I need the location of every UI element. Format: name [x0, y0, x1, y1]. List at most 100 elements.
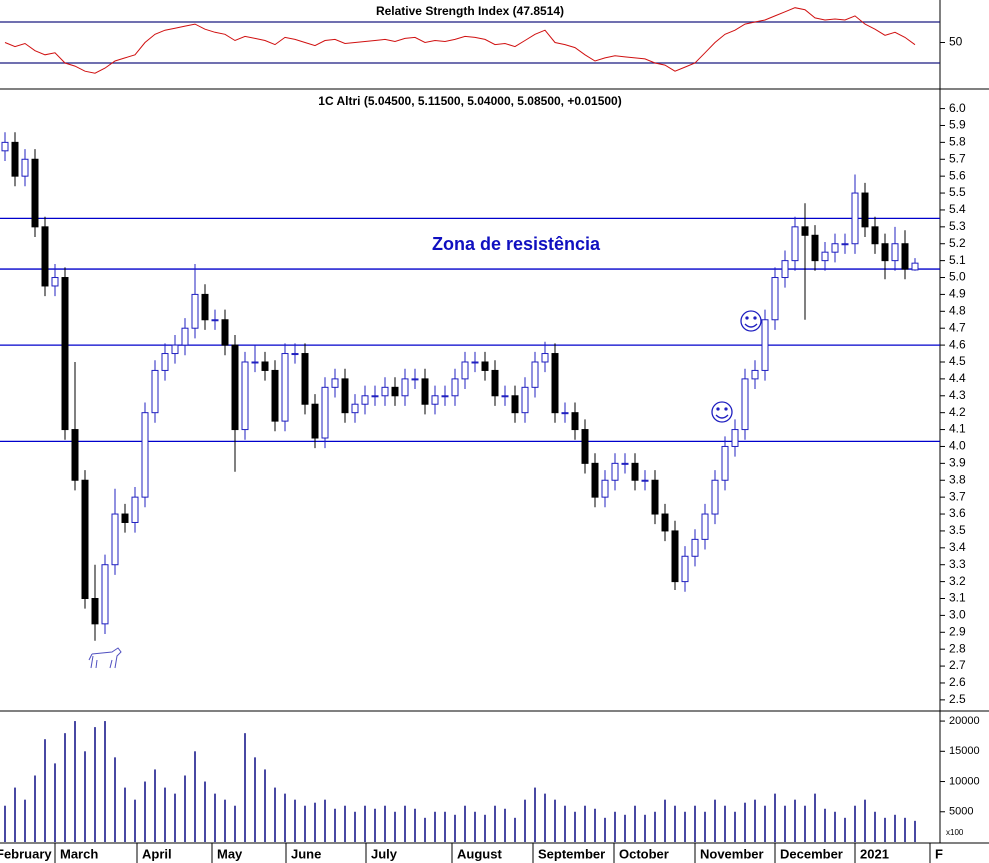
- y-tick-label: 4.3: [949, 388, 966, 402]
- candle-body: [701, 513, 709, 540]
- candle-body: [181, 327, 189, 346]
- smiley: [711, 401, 733, 423]
- y-tick-label: 3.7: [949, 489, 966, 503]
- candle-body: [501, 395, 509, 398]
- candle-body: [301, 353, 309, 405]
- candle-body: [41, 226, 49, 287]
- candle-body: [471, 361, 479, 364]
- y-tick-label: 2.6: [949, 675, 966, 689]
- candle-body: [911, 262, 919, 271]
- candle-body: [441, 395, 449, 398]
- candle-body: [851, 192, 859, 245]
- y-tick-label: 4.5: [949, 354, 966, 368]
- candle-body: [291, 353, 299, 356]
- candle-body: [31, 158, 39, 228]
- candle-body: [491, 369, 499, 397]
- y-tick-label: 5.7: [949, 151, 966, 165]
- y-tick-label: 3.3: [949, 557, 966, 571]
- candle-body: [461, 361, 469, 380]
- candle-body: [411, 378, 419, 381]
- candle-body: [11, 141, 19, 177]
- y-tick-label: 5.9: [949, 118, 966, 132]
- candle-body: [81, 479, 89, 600]
- candle-body: [191, 293, 199, 329]
- candle-body: [521, 386, 529, 414]
- candle-body: [671, 530, 679, 583]
- candle-body: [721, 445, 729, 481]
- candle-body: [311, 403, 319, 439]
- y-tick-label: 5.3: [949, 219, 966, 233]
- chart-title: Relative Strength Index (47.8514): [376, 4, 564, 18]
- candle-body: [91, 598, 99, 625]
- candle-body: [361, 395, 369, 405]
- x-tick-label: September: [538, 846, 605, 861]
- candle-body: [631, 462, 639, 481]
- candle-body: [331, 378, 339, 388]
- candle-body: [241, 361, 249, 431]
- candle-body: [221, 319, 229, 346]
- y-tick-label: 5.2: [949, 236, 966, 250]
- candle-body: [821, 251, 829, 262]
- candle-body: [751, 369, 759, 380]
- candle-body: [421, 378, 429, 405]
- x-tick-label: December: [780, 846, 843, 861]
- candle-body: [391, 386, 399, 397]
- candle-body: [251, 361, 259, 364]
- candle-body: [901, 243, 909, 270]
- candle-body: [21, 158, 29, 177]
- y-tick-label: 4.1: [949, 422, 966, 436]
- candle-body: [61, 277, 69, 431]
- y-tick-label: 5.4: [949, 202, 966, 216]
- candle-body: [541, 353, 549, 363]
- candle-body: [641, 479, 649, 482]
- candle-body: [51, 277, 59, 287]
- y-tick-label: 10000: [949, 775, 980, 787]
- candle-body: [761, 319, 769, 371]
- y-tick-label: 5.5: [949, 185, 966, 199]
- candle-body: [601, 479, 609, 498]
- candle-body: [201, 293, 209, 321]
- candle-body: [711, 479, 719, 515]
- candle-body: [561, 412, 569, 415]
- candle-body: [1, 141, 9, 152]
- candle-body: [771, 277, 779, 321]
- candle-body: [431, 395, 439, 405]
- y-tick-label: 4.7: [949, 320, 966, 334]
- candle-body: [781, 260, 789, 279]
- candle-body: [141, 412, 149, 498]
- candle-body: [261, 361, 269, 371]
- candle-body: [71, 429, 79, 481]
- candle-body: [151, 369, 159, 414]
- candle-body: [341, 378, 349, 414]
- y-tick-label: 50: [949, 35, 963, 49]
- x-tick-label: 2021: [860, 846, 889, 861]
- y-tick-label: 4.2: [949, 405, 966, 419]
- candle-body: [871, 226, 879, 245]
- x-tick-label: April: [142, 846, 172, 861]
- candle-body: [371, 395, 379, 398]
- candle-body: [831, 243, 839, 253]
- candle-body: [401, 378, 409, 397]
- x-tick-label: June: [291, 846, 321, 861]
- unit-label: x100: [946, 828, 964, 837]
- candle-body: [881, 243, 889, 262]
- y-tick-label: 6.0: [949, 101, 966, 115]
- candle-body: [271, 369, 279, 422]
- candle-body: [791, 226, 799, 262]
- candle-body: [571, 412, 579, 431]
- y-tick-label: 3.6: [949, 506, 966, 520]
- candle-body: [741, 378, 749, 431]
- y-tick-label: 4.9: [949, 287, 966, 301]
- y-tick-label: 3.8: [949, 472, 966, 486]
- candle-body: [131, 496, 139, 523]
- x-tick-label: March: [60, 846, 98, 861]
- bull-icon: [88, 647, 122, 669]
- candle-body: [281, 353, 289, 422]
- candle-body: [611, 462, 619, 481]
- y-tick-label: 2.5: [949, 692, 966, 706]
- candle-body: [661, 513, 669, 532]
- x-tick-label: February: [0, 846, 52, 861]
- candle-body: [511, 395, 519, 414]
- y-tick-label: 2.7: [949, 658, 966, 672]
